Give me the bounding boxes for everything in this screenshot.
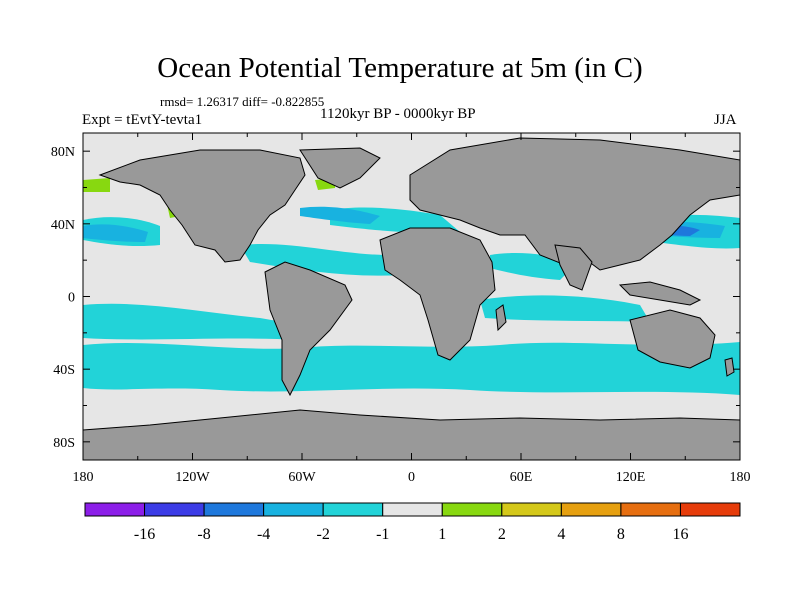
period-label: 1120kyr BP - 0000kyr BP [320,106,476,122]
colorbar-swatch [144,502,205,517]
equatorial-atlantic-band [240,243,400,276]
north-america [98,149,306,263]
southeast-asia-islands [618,281,702,306]
southern-ocean-band [83,342,740,395]
colorbar-swatch [441,502,503,517]
x-tick-label: 60W [288,470,316,485]
australia [629,309,716,369]
season-label: JJA [714,112,737,128]
axis-labels: 180 120W 60W 0 60E 120E 180 80N 40N 0 40S 80S [51,145,751,485]
india [554,244,593,291]
colorbar-label: 1 [438,526,446,543]
map-field [83,133,740,460]
x-tick-label: 120W [175,470,210,485]
y-tick-label: 40N [51,218,75,233]
colorbar-swatch [560,502,622,517]
x-tick-label: 120E [616,470,646,485]
africa [379,227,496,361]
antarctica [83,409,740,460]
colorbar-label: -8 [197,526,210,543]
colorbar: -16 -8 -4 -2 -1 1 2 4 8 16 [84,502,741,543]
alaska-patch [83,178,110,192]
axis-ticks [82,133,741,460]
x-tick-label: 60E [510,470,533,485]
colorbar-swatch [84,502,146,517]
colorbar-label: -4 [257,526,270,543]
colorbar-swatch [501,502,562,517]
colorbar-swatch [679,502,741,517]
south-america [264,261,353,397]
atlantic-core [300,206,380,224]
stats-line: rmsd= 1.26317 diff= -0.822855 [160,94,325,109]
colorbar-label: 16 [672,526,688,543]
x-tick-label: 180 [730,470,751,485]
colorbar-label: -16 [134,526,155,543]
experiment-label: Expt = tEvtY-tevta1 [82,112,203,128]
x-tick-label: 180 [73,470,94,485]
indian-ocean-band [480,295,650,322]
colorbar-label: 4 [557,526,565,543]
y-tick-label: 80N [51,145,75,160]
y-tick-label: 0 [68,291,75,306]
colorbar-label: -2 [317,526,330,543]
x-tick-label: 0 [408,470,415,485]
chart-title: Ocean Potential Temperature at 5m (in C) [157,52,643,84]
new-zealand [724,357,735,377]
colorbar-label: -1 [376,526,389,543]
greenland [299,147,381,189]
colorbar-swatch [322,502,384,517]
y-tick-label: 80S [53,436,75,451]
colorbar-label: 8 [617,526,625,543]
eurasia [409,137,740,271]
colorbar-swatch [203,502,265,517]
colorbar-swatch [263,502,324,517]
y-tick-label: 40S [53,363,75,378]
colorbar-label: 2 [498,526,506,543]
east-pacific-core [83,224,148,242]
colorbar-swatch [620,502,681,517]
south-pacific-band [83,303,300,340]
land-masses [83,137,740,460]
madagascar [495,304,507,332]
colorbar-swatch [382,502,443,517]
